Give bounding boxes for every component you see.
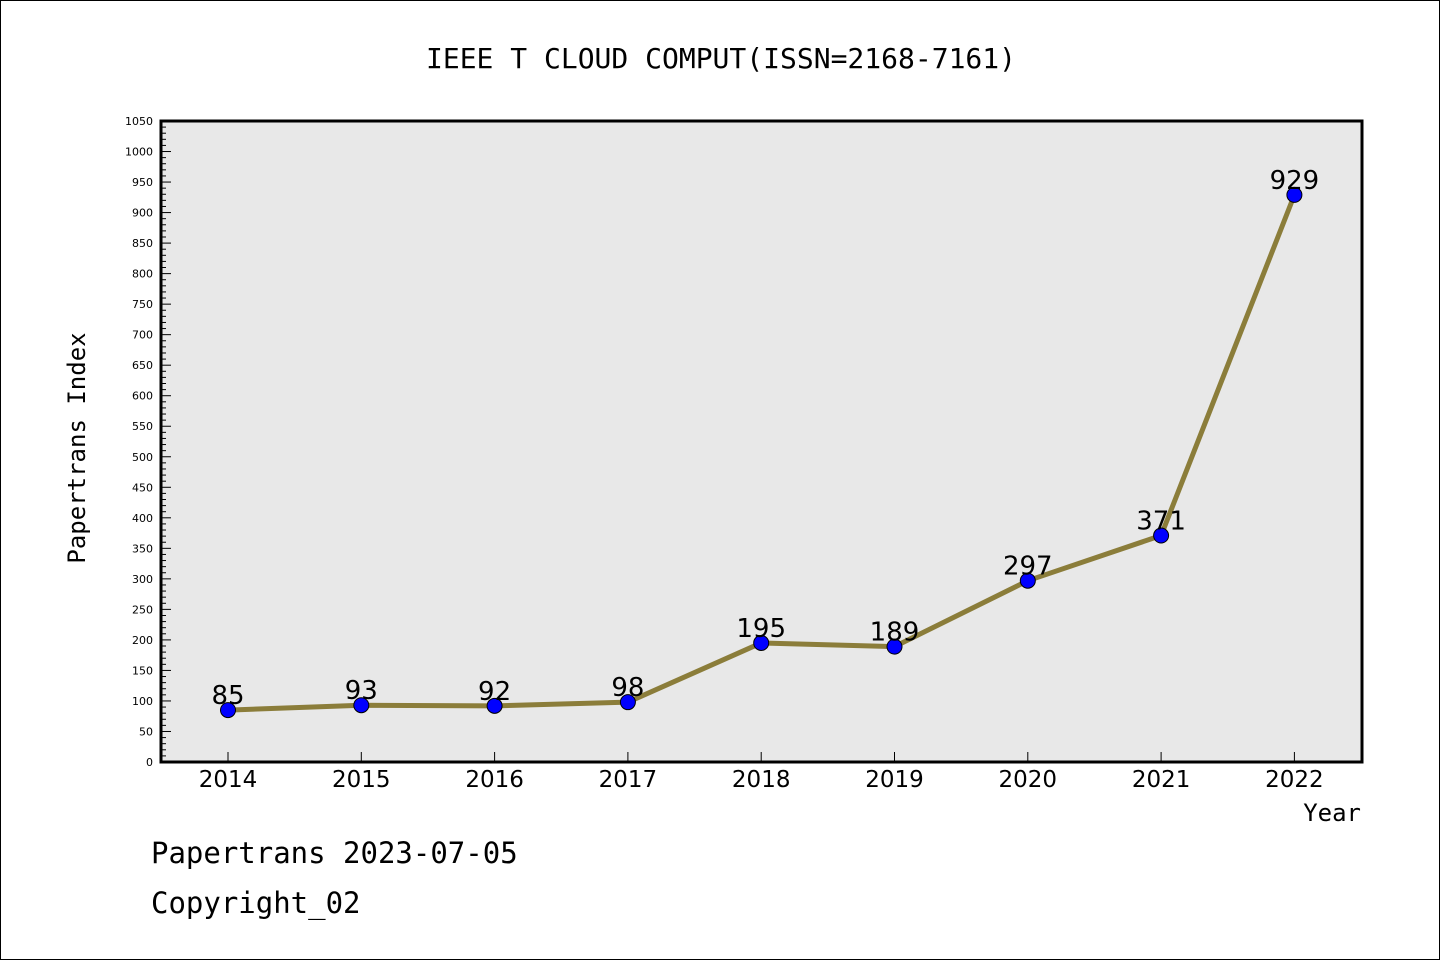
y-tick-label: 750 bbox=[132, 298, 153, 311]
y-tick-label: 500 bbox=[132, 451, 153, 464]
x-tick-label: 2019 bbox=[865, 767, 924, 793]
y-tick-label: 100 bbox=[132, 695, 153, 708]
y-tick-label: 900 bbox=[132, 207, 153, 220]
x-tick-label: 2015 bbox=[332, 767, 391, 793]
data-point bbox=[619, 694, 636, 711]
y-tick-label: 1000 bbox=[125, 146, 153, 159]
data-label: 929 bbox=[1270, 166, 1320, 196]
data-label: 297 bbox=[1003, 552, 1053, 582]
data-label: 92 bbox=[478, 677, 511, 707]
y-tick-label: 700 bbox=[132, 329, 153, 342]
data-point bbox=[353, 697, 370, 714]
chart-title: IEEE T CLOUD COMPUT(ISSN=2168-7161) bbox=[426, 42, 1016, 75]
x-tick-label: 2014 bbox=[199, 767, 258, 793]
footer-copyright-text: Copyright_02 bbox=[151, 886, 361, 920]
data-label: 98 bbox=[611, 673, 644, 703]
x-tick-label: 2017 bbox=[599, 767, 658, 793]
y-tick-label: 650 bbox=[132, 359, 153, 372]
y-axis-tick-labels: 0 50 100 150 200 250 300 350 400 450 500 550 600 650 7… bbox=[125, 115, 153, 769]
y-tick-label: 450 bbox=[132, 481, 153, 494]
y-axis-ticks bbox=[161, 120, 171, 763]
y-tick-label: 400 bbox=[132, 512, 153, 525]
data-point bbox=[1153, 527, 1170, 544]
x-tick-label: 2018 bbox=[732, 767, 791, 793]
x-axis-tick-labels: 2014 2015 2016 2017 2018 2019 2020 2021 2022 bbox=[199, 767, 1324, 793]
data-label: 195 bbox=[736, 614, 786, 644]
y-tick-label: 850 bbox=[132, 237, 153, 250]
y-tick-label: 300 bbox=[132, 573, 153, 586]
x-axis-ticks bbox=[227, 752, 1295, 762]
data-point bbox=[486, 697, 503, 714]
data-point bbox=[1019, 572, 1036, 589]
data-point bbox=[220, 702, 236, 719]
x-tick-label: 2021 bbox=[1132, 767, 1191, 793]
y-tick-label: 0 bbox=[146, 756, 153, 769]
y-tick-label: 1050 bbox=[125, 115, 153, 128]
y-tick-label: 550 bbox=[132, 420, 153, 433]
y-tick-label: 250 bbox=[132, 603, 153, 616]
data-point bbox=[1286, 186, 1303, 203]
x-tick-label: 2020 bbox=[999, 767, 1058, 793]
data-label: 371 bbox=[1136, 507, 1186, 537]
y-tick-label: 350 bbox=[132, 542, 153, 555]
y-tick-label: 600 bbox=[132, 390, 153, 403]
data-label: 93 bbox=[345, 676, 378, 706]
y-tick-label: 200 bbox=[132, 634, 153, 647]
x-tick-label: 2022 bbox=[1265, 767, 1324, 793]
y-tick-label: 800 bbox=[132, 268, 153, 281]
data-point bbox=[886, 638, 903, 655]
data-label: 189 bbox=[870, 618, 920, 648]
y-tick-label: 50 bbox=[139, 725, 153, 738]
data-label: 85 bbox=[211, 681, 244, 711]
plot-area bbox=[159, 119, 1364, 764]
data-point bbox=[753, 634, 770, 651]
data-labels: 85 93 92 98 195 189 297 371 929 bbox=[211, 166, 1319, 711]
footer-date-text: Papertrans 2023-07-05 bbox=[151, 836, 518, 870]
x-axis-label: Year bbox=[1303, 799, 1361, 827]
y-axis-label: Papertrans Index bbox=[63, 332, 91, 563]
x-tick-label: 2016 bbox=[465, 767, 524, 793]
data-points bbox=[220, 186, 1303, 719]
y-tick-label: 950 bbox=[132, 176, 153, 189]
y-tick-label: 150 bbox=[132, 664, 153, 677]
